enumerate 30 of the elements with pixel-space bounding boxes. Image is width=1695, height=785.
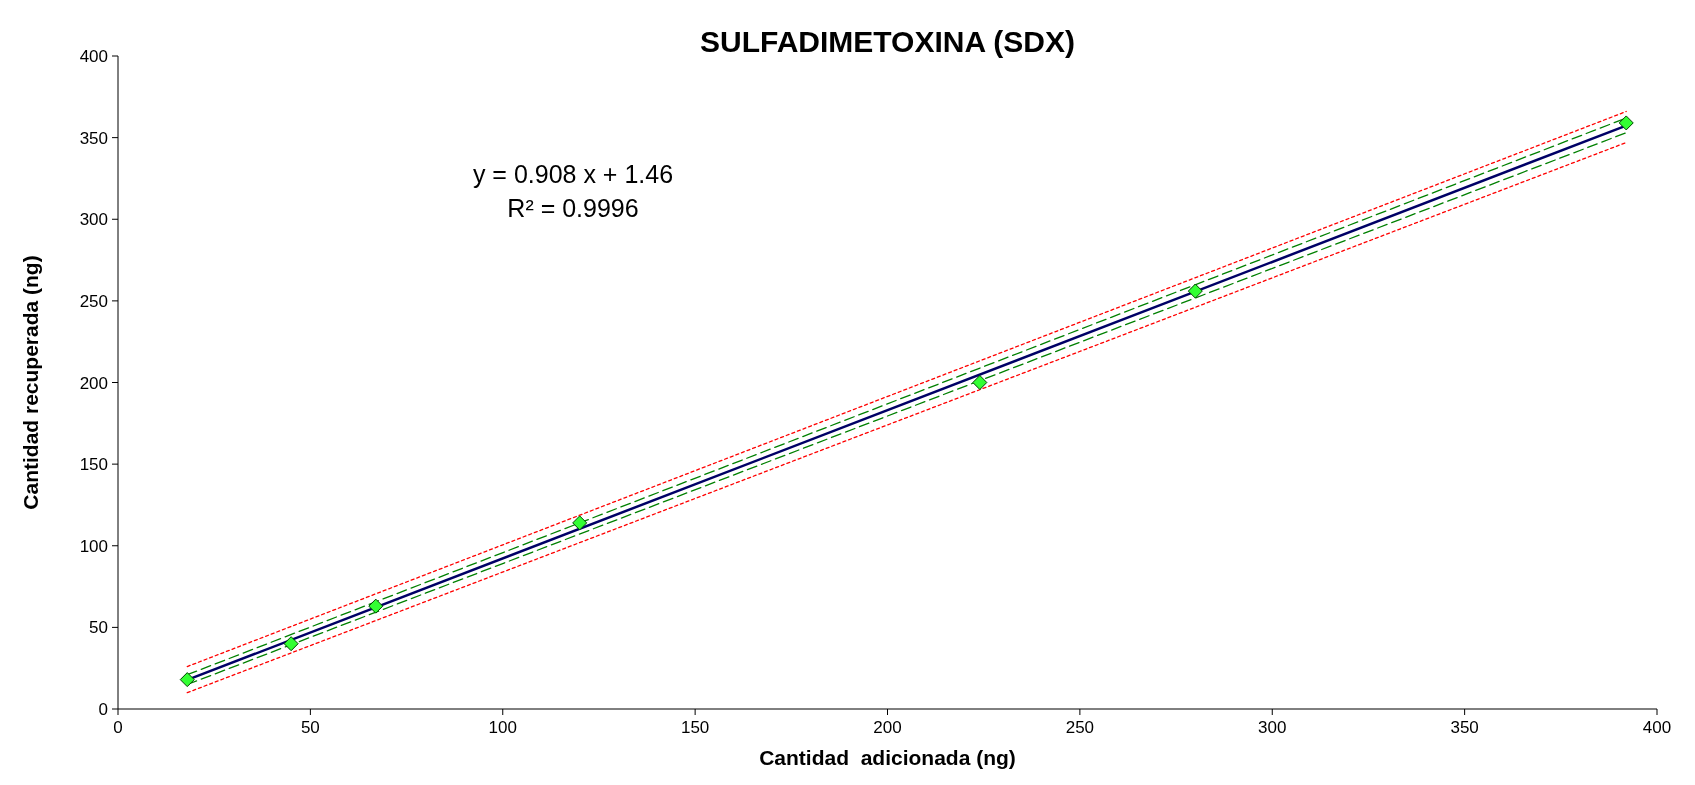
y-tick-label: 400	[79, 47, 108, 66]
x-tick-label: 400	[1642, 718, 1672, 737]
x-tick-label: 300	[1258, 718, 1287, 737]
y-tick-label: 350	[79, 128, 108, 148]
x-tick-label: 50	[300, 718, 320, 737]
y-tick-label: 150	[79, 455, 108, 475]
x-tick-label: 200	[873, 718, 902, 737]
y-tick-label: 300	[79, 210, 108, 230]
annotation: y = 0.908 x + 1.46	[472, 160, 674, 188]
point	[572, 515, 588, 531]
chart-title: SULFADIMETOXINA (SDX)	[699, 25, 1076, 58]
y-axis-title: Cantidad recuperada (ng)	[19, 255, 42, 510]
point	[179, 672, 195, 688]
point	[1187, 283, 1203, 299]
y-tick-label: 50	[89, 618, 108, 638]
y-tick-label: 0	[98, 700, 108, 719]
annotation: R² = 0.9996	[507, 194, 639, 222]
x-tick-label: 100	[488, 718, 517, 737]
y-tick-label: 200	[79, 373, 108, 393]
point	[368, 598, 384, 614]
x-tick-label: 250	[1065, 718, 1095, 737]
point	[972, 375, 988, 390]
point	[283, 636, 299, 652]
x-tick-label: 150	[680, 718, 710, 737]
point	[1618, 115, 1634, 131]
x-axis-title: Cantidad adicionada (ng)	[759, 746, 1016, 769]
x-tick-label: 350	[1450, 718, 1479, 737]
y-tick-label: 250	[79, 291, 108, 311]
x-tick-label: 0	[113, 718, 123, 737]
y-tick-label: 100	[79, 536, 108, 556]
